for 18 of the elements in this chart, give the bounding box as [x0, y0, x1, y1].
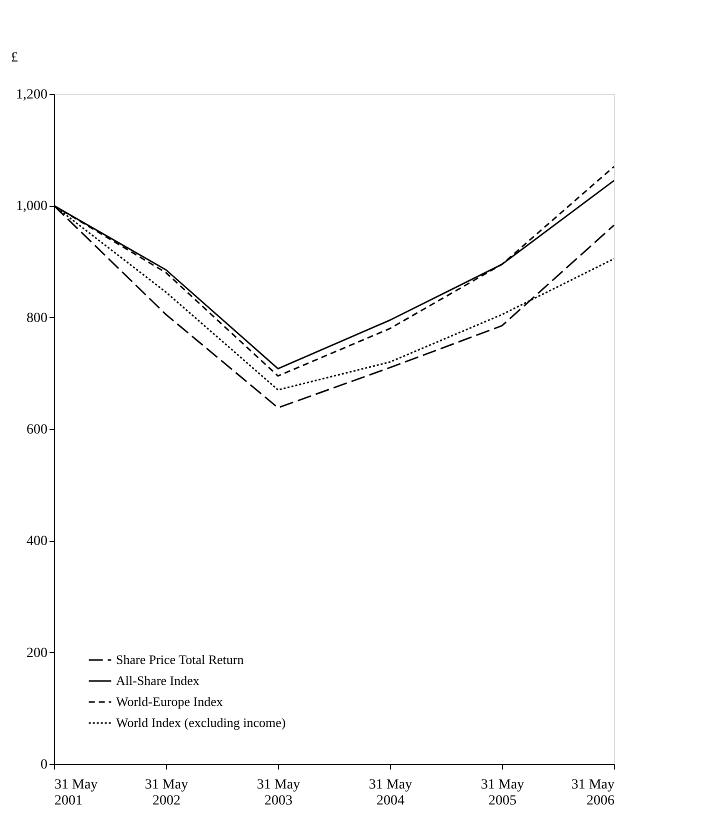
y-tick-label: 1,000	[16, 199, 48, 214]
x-tick-label: 31 May 2004	[368, 778, 412, 808]
y-tick-label: 1,200	[16, 88, 48, 102]
y-axis-title: £	[11, 50, 18, 66]
x-tick-label: 31 May 2001	[54, 778, 98, 808]
y-tick-label: 200	[26, 646, 48, 661]
x-tick-label: 31 May 2005	[480, 778, 524, 808]
legend-label: Share Price Total Return	[116, 652, 244, 667]
y-tick-label: 0	[40, 758, 48, 772]
y-tick-label: 400	[26, 534, 48, 550]
y-tick-label: 600	[26, 422, 48, 438]
legend-label: World Index (excluding income)	[116, 715, 286, 730]
legend-label: All-Share Index	[116, 673, 200, 688]
x-tick-label: 31 May 2006	[571, 778, 614, 808]
x-tick-label: 31 May 2003	[256, 778, 300, 808]
x-tick-label: 31 May 2002	[144, 778, 188, 808]
y-tick-label: 800	[26, 310, 48, 326]
legend-label: World-Europe Index	[116, 694, 224, 709]
